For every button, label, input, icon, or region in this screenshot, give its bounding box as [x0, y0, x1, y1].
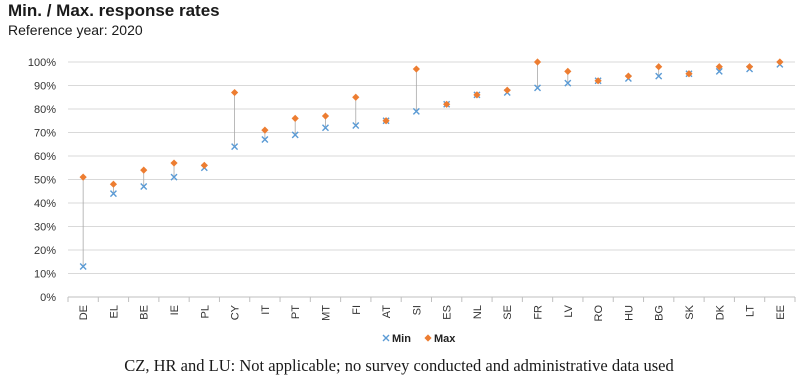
x-tick-label: FR	[533, 305, 545, 320]
x-tick-label: PL	[199, 305, 211, 318]
max-point	[79, 173, 87, 181]
x-axis-ticks: DE EL BE IE PL CY IT PT MT FI AT SI ES NL SE FR LV RO HU BG…	[67, 297, 796, 322]
y-tick-label: 60%	[34, 151, 56, 163]
min-point	[655, 72, 663, 80]
legend-min-marker	[382, 334, 390, 342]
max-point	[200, 161, 208, 169]
min-max-connectors	[82, 62, 781, 267]
max-point	[655, 63, 663, 71]
min-point	[79, 262, 87, 270]
x-tick-label: ES	[442, 305, 454, 320]
max-point	[291, 114, 299, 122]
max-point	[624, 72, 632, 80]
min-point	[109, 190, 117, 198]
max-point	[352, 93, 360, 101]
chart-subtitle: Reference year: 2020	[8, 22, 143, 38]
x-tick-label: IT	[260, 305, 272, 315]
y-tick-label: 100%	[28, 57, 56, 69]
max-point	[776, 58, 784, 66]
x-tick-label: IE	[169, 305, 181, 315]
x-tick-label: SI	[411, 305, 423, 315]
x-tick-label: LT	[745, 305, 757, 317]
x-tick-label: SE	[502, 305, 514, 320]
x-tick-label: SK	[684, 304, 696, 319]
x-tick-label: NL	[472, 305, 484, 319]
x-tick-label: LV	[563, 304, 575, 317]
min-point	[564, 79, 572, 87]
x-tick-label: AT	[381, 305, 393, 319]
max-point	[533, 58, 542, 66]
x-tick-label: FI	[351, 305, 363, 315]
footnote: CZ, HR and LU: Not applicable; no survey…	[124, 356, 674, 375]
y-tick-label: 50%	[34, 175, 56, 187]
x-tick-label: MT	[320, 305, 332, 321]
min-point	[321, 124, 329, 132]
x-tick-label: BG	[654, 305, 666, 321]
max-point	[170, 159, 178, 167]
max-point	[231, 88, 239, 97]
min-point	[412, 107, 420, 115]
y-tick-label: 10%	[34, 269, 56, 281]
min-point	[352, 121, 360, 129]
min-point	[170, 173, 178, 181]
x-tick-label: RO	[593, 305, 605, 322]
y-axis-ticks: 0% 10% 20% 30% 40% 50% 60% 70% 80% 90% 100%	[28, 57, 56, 304]
max-point	[715, 63, 723, 71]
response-rate-chart: 0% 10% 20% 30% 40% 50% 60% 70% 80% 90% 100% DE EL BE…	[28, 57, 796, 345]
legend-item-min: Min	[382, 333, 411, 345]
legend-max-marker-shape	[424, 334, 432, 342]
max-point	[412, 65, 420, 73]
min-point	[715, 67, 723, 75]
x-tick-label: DK	[714, 304, 726, 320]
legend-item-max: Max	[424, 333, 456, 345]
x-tick-label: DE	[78, 305, 90, 320]
y-tick-label: 40%	[34, 198, 56, 210]
max-point	[594, 77, 602, 85]
min-point	[231, 143, 239, 151]
max-point	[473, 91, 481, 99]
max-point	[503, 86, 511, 94]
y-tick-label: 30%	[34, 222, 56, 234]
x-tick-label: BE	[139, 305, 151, 320]
legend-min-marker-shape	[382, 334, 390, 342]
max-point	[564, 67, 572, 75]
legend-max-label: Max	[434, 333, 456, 345]
max-point	[140, 166, 148, 174]
max-point	[382, 117, 390, 125]
y-tick-label: 90%	[34, 81, 56, 93]
legend-min-label: Min	[392, 333, 411, 345]
min-point	[140, 183, 148, 191]
legend-max-marker	[424, 334, 432, 342]
max-point	[443, 100, 451, 108]
legend: Min Max	[382, 333, 456, 345]
y-tick-label: 20%	[34, 245, 56, 257]
max-point	[109, 180, 118, 188]
x-tick-label: PT	[290, 305, 302, 319]
max-point	[261, 126, 269, 134]
x-tick-label: EL	[108, 305, 120, 318]
y-tick-label: 0%	[40, 292, 56, 304]
x-tick-label: EE	[775, 305, 787, 320]
min-point	[291, 131, 299, 139]
x-tick-label: HU	[623, 305, 635, 321]
gridlines	[68, 61, 795, 298]
max-point	[685, 70, 693, 78]
chart-title: Min. / Max. response rates	[8, 1, 220, 20]
max-series	[79, 58, 784, 188]
x-tick-label: CY	[230, 304, 242, 320]
min-series	[79, 60, 784, 270]
max-point	[745, 63, 754, 71]
min-point	[534, 84, 542, 92]
y-tick-label: 80%	[34, 104, 56, 116]
min-point	[261, 136, 269, 144]
max-point	[321, 112, 330, 120]
y-tick-label: 70%	[34, 128, 56, 140]
